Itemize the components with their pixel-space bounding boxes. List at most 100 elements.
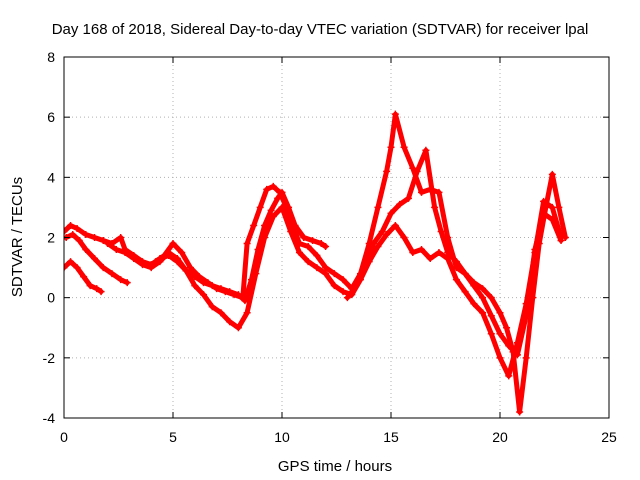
x-tick-label: 25 (601, 429, 617, 445)
data-point (374, 203, 382, 211)
data-point (108, 270, 116, 278)
data-point (104, 240, 112, 248)
data-point (387, 209, 395, 217)
data-point (80, 273, 88, 281)
data-point (461, 288, 469, 296)
data-point (400, 143, 408, 151)
data-point (117, 276, 125, 284)
data-point (295, 240, 303, 248)
data-point (422, 146, 430, 154)
data-point (169, 240, 177, 248)
y-tick-label: 6 (47, 109, 55, 125)
data-point (540, 209, 548, 217)
data-point (391, 110, 399, 118)
data-point (204, 279, 212, 287)
data-point (531, 246, 539, 254)
data-point (267, 206, 275, 214)
data-point (479, 294, 487, 302)
data-point (217, 309, 225, 317)
x-axis-label: GPS time / hours (278, 458, 392, 475)
data-point (505, 342, 513, 350)
data-point (82, 230, 90, 238)
data-point (295, 249, 303, 257)
data-point (117, 234, 125, 241)
data-point (522, 354, 530, 362)
data-point (221, 288, 229, 296)
data-point (513, 351, 521, 359)
data-point (370, 240, 378, 248)
data-point (400, 234, 408, 241)
data-point (269, 182, 277, 190)
data-point (431, 203, 439, 211)
data-point (160, 252, 168, 260)
data-point (404, 194, 412, 202)
data-point (378, 227, 386, 235)
data-point (230, 291, 238, 299)
data-point (409, 164, 417, 172)
data-point (435, 249, 443, 257)
data-point (243, 240, 251, 248)
grid-lines (64, 57, 609, 418)
data-point (67, 258, 75, 266)
x-tick-label: 15 (383, 429, 399, 445)
series-track-2 (64, 230, 131, 287)
data-point (343, 294, 351, 302)
data-point (304, 258, 312, 266)
data-point (73, 224, 81, 232)
data-point (261, 234, 269, 241)
data-point (121, 249, 129, 257)
y-tick-label: 4 (47, 169, 55, 185)
data-point (487, 330, 495, 338)
data-point (130, 255, 138, 263)
data-point (147, 264, 155, 272)
data-point (82, 246, 90, 254)
series-track-6 (343, 146, 565, 359)
chart-title: Day 168 of 2018, Sidereal Day-to-day VTE… (52, 21, 589, 38)
data-point (67, 221, 75, 229)
data-point (487, 294, 495, 302)
data-point (352, 282, 360, 290)
data-point (313, 252, 321, 260)
data-point (69, 230, 77, 238)
data-point (178, 249, 186, 257)
y-tick-label: -2 (43, 350, 56, 366)
data-point (213, 285, 221, 293)
data-point (418, 246, 426, 254)
data-point (191, 282, 199, 290)
y-axis-label: SDTVAR / TECUs (9, 177, 26, 297)
data-point (276, 188, 284, 196)
data-point (182, 267, 190, 275)
data-point (252, 270, 260, 278)
data-point (173, 255, 181, 263)
data-point (99, 264, 107, 272)
data-point (435, 188, 443, 196)
data-point (418, 188, 426, 196)
data-point (91, 255, 99, 263)
data-point (186, 264, 194, 272)
data-point (256, 203, 264, 211)
data-point (503, 324, 511, 332)
data-point (269, 212, 277, 220)
data-point (548, 215, 556, 223)
x-tick-label: 0 (60, 429, 68, 445)
data-point (383, 167, 391, 175)
data-point (138, 261, 146, 269)
data-point (263, 185, 271, 193)
data-point (243, 309, 251, 317)
x-tick-label: 10 (274, 429, 290, 445)
data-point (561, 234, 569, 241)
data-point (548, 170, 556, 178)
data-point (487, 312, 495, 320)
data-point (522, 312, 530, 320)
data-point (304, 243, 312, 251)
data-point (339, 276, 347, 284)
data-point (374, 243, 382, 251)
data-point (479, 309, 487, 317)
data-point (330, 282, 338, 290)
data-point (226, 318, 234, 326)
data-point (309, 237, 317, 245)
data-point (444, 249, 452, 257)
x-tick-label: 5 (169, 429, 177, 445)
data-point (339, 288, 347, 296)
